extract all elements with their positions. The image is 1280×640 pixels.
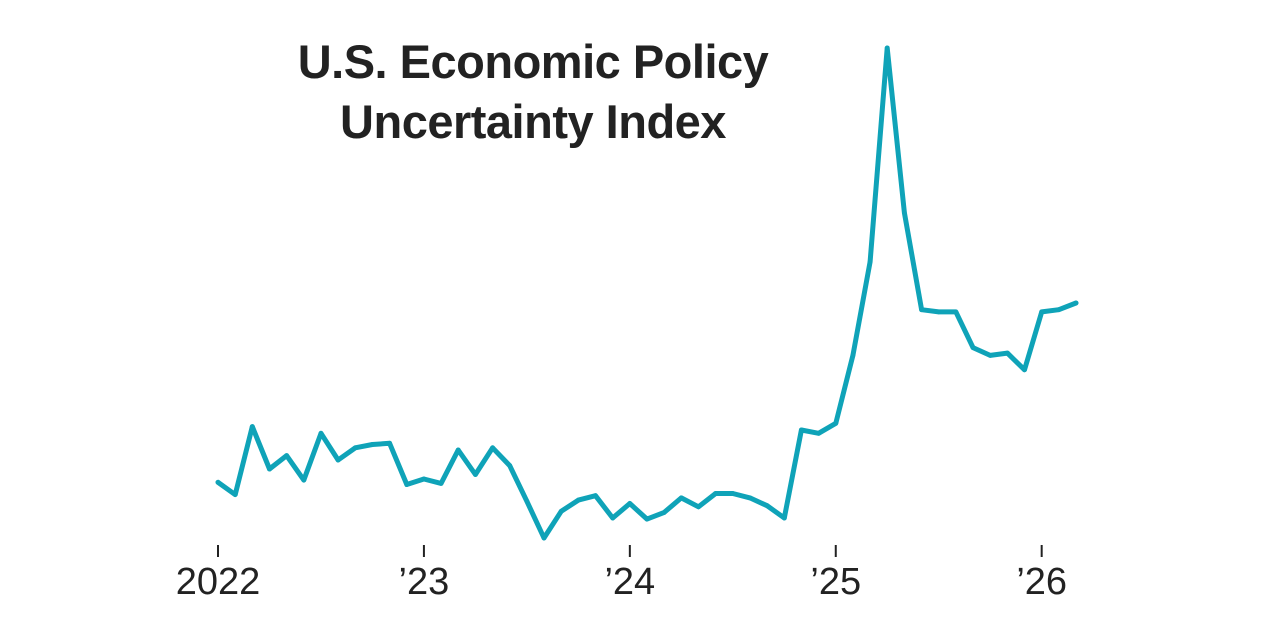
data-point: [524, 498, 530, 504]
x-tick-label: ’24: [604, 561, 655, 603]
chart-title-line-1: U.S. Economic Policy: [298, 35, 769, 88]
chart-title-line-2: Uncertainty Index: [340, 95, 726, 148]
data-point: [507, 463, 513, 468]
data-point: [421, 476, 427, 482]
data-point: [249, 424, 255, 429]
data-point: [713, 491, 718, 496]
data-point: [764, 503, 770, 509]
data-point: [1056, 307, 1062, 313]
data-point: [833, 420, 839, 426]
data-point: [558, 508, 564, 514]
data-point: [696, 504, 701, 510]
x-tick-label: ’26: [1016, 561, 1067, 603]
data-point: [438, 481, 444, 486]
data-point: [936, 309, 942, 315]
data-point: [644, 516, 650, 522]
data-point: [884, 45, 890, 51]
data-point: [953, 309, 959, 315]
data-point: [781, 515, 787, 521]
data-point: [404, 482, 410, 487]
data-point: [799, 427, 804, 433]
data-point: [627, 501, 633, 506]
data-point: [490, 445, 495, 451]
data-point: [455, 447, 461, 453]
data-point: [215, 479, 221, 485]
data-point: [301, 477, 307, 483]
data-point: [661, 510, 667, 515]
data-point: [919, 307, 924, 313]
data-point: [1073, 300, 1079, 306]
data-point: [284, 453, 289, 458]
data-point: [576, 497, 581, 503]
series-layer: [215, 45, 1079, 541]
data-point: [970, 345, 976, 350]
data-point: [867, 259, 873, 265]
data-point: [335, 457, 341, 463]
x-tick-label: ’23: [399, 561, 450, 603]
x-tick-label: ’25: [810, 561, 861, 603]
data-point: [850, 353, 856, 358]
data-point: [370, 442, 375, 447]
data-point: [610, 515, 616, 521]
data-point: [593, 493, 598, 499]
data-point: [747, 495, 753, 501]
data-point: [352, 445, 358, 451]
data-point: [902, 210, 907, 216]
data-point: [318, 430, 324, 436]
data-point: [473, 472, 478, 477]
data-point: [987, 353, 993, 358]
x-axis: 2022 ’23 ’24 ’25 ’26: [176, 545, 1067, 603]
data-point: [816, 430, 821, 436]
data-point: [1039, 309, 1045, 315]
data-point: [387, 440, 392, 446]
data-point: [232, 492, 238, 497]
data-point: [678, 495, 684, 501]
data-point: [267, 466, 272, 472]
data-point: [541, 535, 547, 541]
data-point: [1022, 367, 1027, 373]
data-point: [730, 491, 736, 496]
x-tick-label: 2022: [176, 561, 261, 603]
data-point: [1005, 350, 1010, 356]
